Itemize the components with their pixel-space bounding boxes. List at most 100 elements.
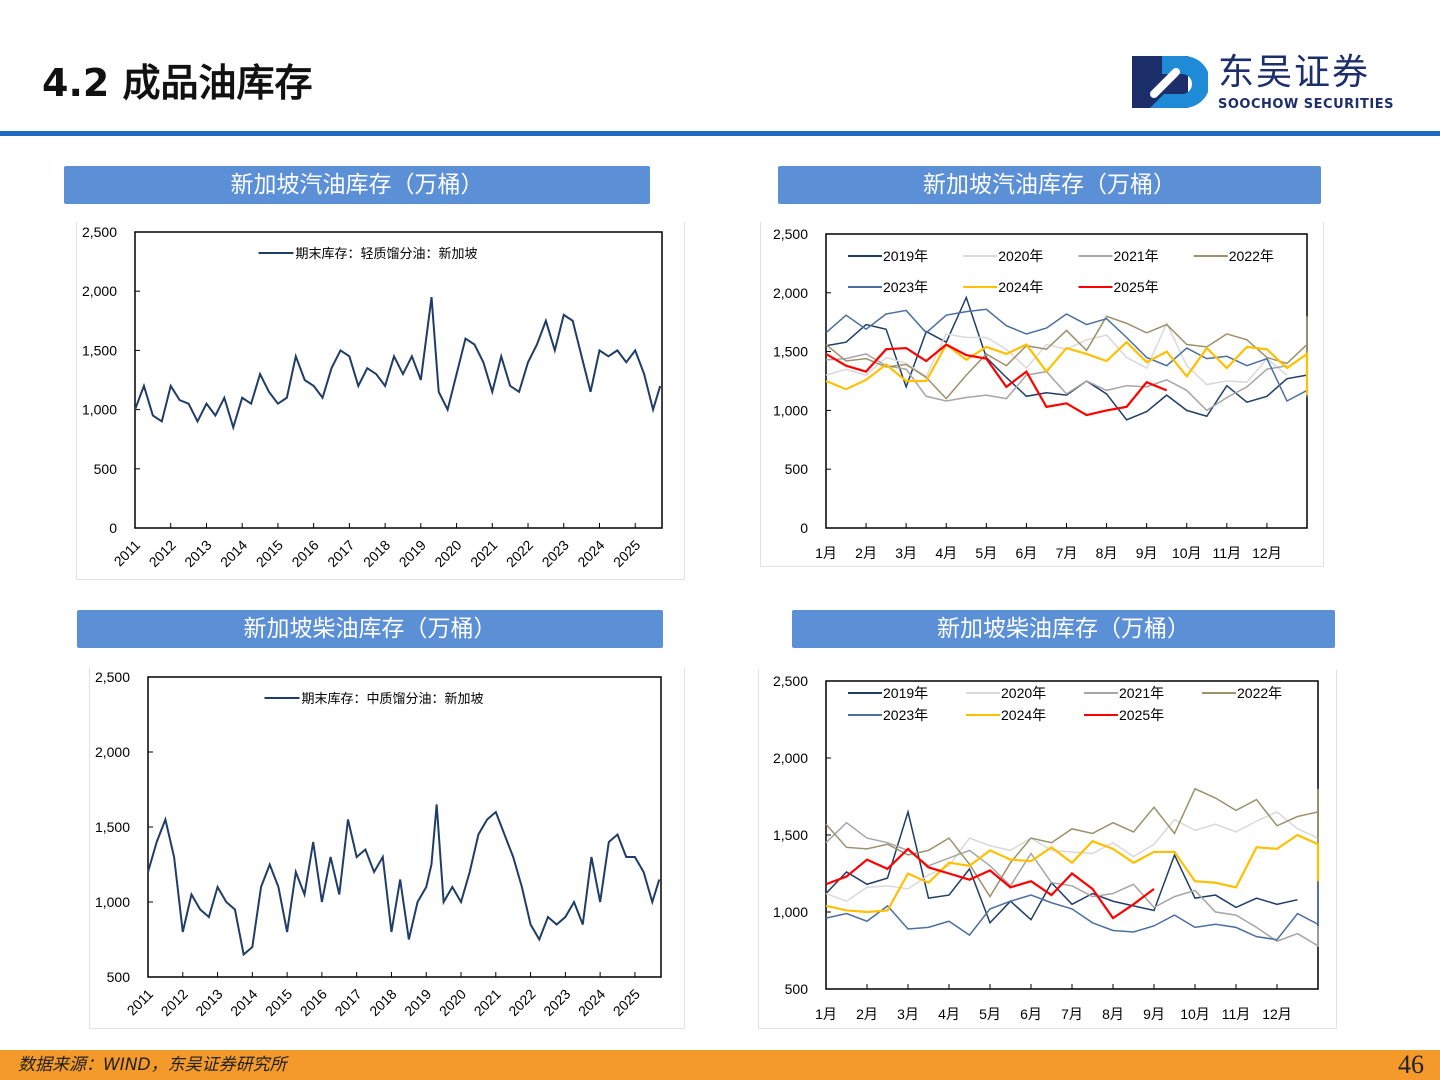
legend-label: 2021年 [1114,248,1159,264]
page-number: 46 [1398,1050,1424,1079]
x-tick-label: 2020 [431,537,464,570]
x-tick-label: 2023 [539,537,572,570]
plot-frame [825,680,1319,990]
legend-label: 2024年 [1001,707,1046,723]
legend-label: 期末库存：中质馏分油：新加坡 [302,691,484,706]
y-tick-label: 2,000 [773,750,808,766]
x-tick-label: 11月 [1222,1006,1251,1022]
x-tick-label: 11月 [1213,545,1242,561]
page-title: 4.2 成品油库存 [42,61,313,105]
x-tick-label: 2011 [124,986,157,1019]
x-tick-label: 2017 [324,537,357,570]
plot-frame [134,231,663,529]
x-tick-label: 2022 [505,986,538,1019]
series-line-2023年 [825,858,1319,941]
y-tick-label: 1,500 [95,819,130,835]
legend-label: 2023年 [883,707,928,723]
y-tick-label: 2,500 [95,669,130,685]
x-tick-label: 2025 [610,986,643,1019]
legend-label: 期末库存：轻质馏分油：新加坡 [296,246,478,261]
chart-3: 500 1,000 1,500 2,000 2,500 1月 2月 3月 4月 5月 6月 7月 8月 9… [773,673,1320,1022]
logo-text-cn: 东吴证券 [1218,52,1371,93]
x-tick-label: 2021 [467,537,500,570]
x-tick-label: 2012 [158,986,191,1019]
x-tick-label: 2021 [471,986,504,1019]
y-tick-label: 500 [107,969,131,985]
x-tick-label: 6月 [1020,1006,1042,1022]
x-tick-label: 3月 [897,1006,919,1022]
legend-label: 2019年 [883,248,928,264]
x-tick-label: 2月 [856,1006,878,1022]
x-tick-label: 9月 [1143,1006,1165,1022]
y-tick-label: 0 [109,520,117,536]
series-line-2019年 [825,295,1308,421]
x-tick-label: 8月 [1102,1006,1124,1022]
series-line-2022年 [825,787,1319,899]
series-line [147,804,661,957]
y-tick-label: 500 [94,461,118,477]
legend-label: 2025年 [1114,279,1159,295]
x-tick-label: 2025 [610,537,643,570]
plot-frame [147,676,662,978]
y-tick-label: 1,500 [82,342,117,358]
x-tick-label: 7月 [1061,1006,1083,1022]
y-tick-label: 2,500 [773,226,808,242]
chart-panel-gasoline-history [76,222,685,580]
y-tick-label: 1,000 [82,402,117,418]
y-tick-label: 0 [800,520,808,536]
x-tick-label: 2020 [436,986,469,1019]
series-line-2020年 [825,321,1288,386]
legend-label: 2020年 [1001,685,1046,701]
x-tick-label: 2024 [574,537,607,570]
y-tick-label: 1,500 [773,827,808,843]
x-tick-label: 6月 [1016,545,1038,561]
series-line-2021年 [825,821,1319,948]
x-tick-label: 2019 [396,537,429,570]
legend-label: 2020年 [998,248,1043,264]
y-tick-label: 1,000 [95,894,130,910]
footer-bar: 数据来源：WIND，东吴证券研究所 46 [0,1050,1440,1080]
chart-title-gasoline-history: 新加坡汽油库存（万桶） [64,166,650,204]
x-tick-label: 5月 [975,545,997,561]
y-tick-label: 2,000 [82,283,117,299]
x-tick-label: 2013 [192,986,225,1019]
x-tick-label: 2014 [227,986,260,1019]
legend-label: 2021年 [1119,685,1164,701]
chart-title-diesel-seasonal: 新加坡柴油库存（万桶） [792,610,1335,648]
x-tick-label: 2011 [111,537,144,570]
x-tick-label: 12月 [1252,545,1282,561]
x-tick-label: 2016 [288,537,321,570]
soochow-logo: 东吴证券 SOOCHOW SECURITIES [1132,54,1422,114]
x-tick-label: 10月 [1172,545,1202,561]
logo-mark-icon [1132,56,1210,108]
header-divider [0,131,1440,136]
x-tick-label: 12月 [1262,1006,1292,1022]
series-line-2025年 [825,343,1168,417]
x-tick-label: 2019 [401,986,434,1019]
y-tick-label: 2,000 [773,285,808,301]
series-line-2024年 [825,340,1309,396]
y-tick-label: 500 [785,461,809,477]
series-line-2019年 [825,809,1298,925]
x-tick-label: 1月 [815,545,837,561]
y-tick-label: 1,000 [773,402,808,418]
logo-text-en: SOOCHOW SECURITIES [1218,97,1394,112]
x-tick-label: 3月 [895,545,917,561]
y-tick-label: 1,000 [773,904,808,920]
x-tick-label: 7月 [1056,545,1078,561]
x-tick-label: 2017 [331,986,364,1019]
series-line-2023年 [825,308,1308,403]
x-tick-label: 2022 [503,537,536,570]
x-tick-label: 10月 [1180,1006,1210,1022]
x-tick-label: 4月 [935,545,957,561]
x-tick-label: 2024 [575,986,608,1019]
legend-label: 2025年 [1119,707,1164,723]
data-source: 数据来源：WIND，东吴证券研究所 [18,1055,287,1075]
series-line-2025年 [825,847,1155,920]
x-tick-label: 5月 [979,1006,1001,1022]
series-line-2024年 [825,833,1320,914]
chart-0: 0 500 1,000 1,500 2,000 2,500 2011 2012 2013 2014… [82,224,663,570]
y-tick-label: 500 [785,981,809,997]
